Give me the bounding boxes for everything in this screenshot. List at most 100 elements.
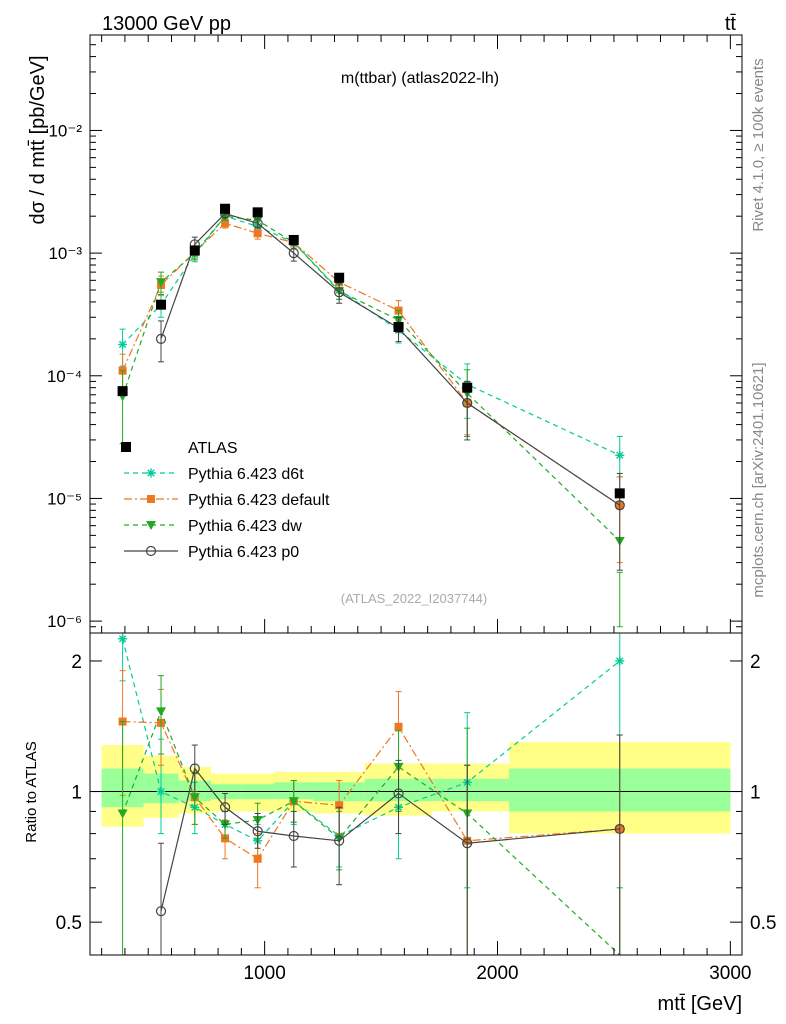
data-point [156,707,167,717]
marker-square [288,234,299,245]
data-point [393,788,404,799]
marker-square [614,488,625,499]
data-point [189,793,200,803]
marker-triangle [156,278,167,288]
legend-label: Pythia 6.423 d6t [188,466,304,483]
marker-square [393,321,404,332]
marker-stroke [157,787,165,796]
marker-stroke [147,469,155,477]
legend-marker [147,495,155,503]
data-point [462,838,473,849]
marker-square [189,245,200,256]
main-series-1 [118,218,624,564]
atlas-data-point [220,203,231,214]
legend-label: Pythia 6.423 default [188,492,330,509]
x-tick-label: 1000 [244,963,286,984]
marker-triangle [156,707,167,717]
y-tick-label: 10⁻³ [48,244,82,263]
data-point [253,854,262,863]
atlas-data-point [334,272,345,283]
atlas-data-point [462,382,473,393]
ratio-frame [89,632,743,956]
data-point [219,802,231,813]
ratio-panel: Ratio to ATLAS mtt̄ [GeV] [23,632,743,1015]
analysis-id: (ATLAS_2022_I2037744) [341,591,487,606]
legend: ATLAS Pythia 6.423 d6t Pythia 6.423 defaul… [121,440,330,561]
series-line [160,212,621,506]
data-point [155,906,167,917]
atlas-data-point [288,234,299,245]
marker-square [147,495,155,503]
data-point [252,826,263,837]
data-point [334,835,345,846]
atlas-data-point [156,299,167,310]
x-tick-label: 3000 [709,963,751,984]
marker-stroke [616,657,624,665]
ratio-y-tick-label: 1 [71,783,82,804]
atlas-data-point [117,386,128,397]
ratio-y-tick-label-right: 1 [750,783,761,804]
marker-circle [393,788,404,799]
series-line [122,222,621,506]
data-point [288,797,299,807]
series-line [122,638,621,842]
atlas-data-point [614,488,625,499]
series-line [122,215,621,456]
series-line [122,709,621,956]
x-tick-label: 2000 [476,963,518,984]
ratio-y-axis-label: Ratio to ATLAS [23,741,40,842]
ratio-band-stat [432,778,510,802]
marker-square [334,272,345,283]
data-point [118,339,128,349]
data-point [288,830,299,842]
marker-circle [614,823,625,835]
process-label: tt̄ [725,13,737,35]
marker-circle [334,835,345,846]
marker-circle [614,500,625,511]
main-panel: m(ttbar) (atlas2022-lh) (ATLAS_2022_I203… [27,34,743,634]
marker-square [221,219,230,228]
axes: 10⁻⁶ 10⁻⁵ 10⁻⁴ 10⁻³ 10⁻² 0.5 0.5 1 1 2 2 1000 2000 30… [47,34,776,984]
y-tick-label: 10⁻⁵ [47,489,82,508]
data-point [221,219,230,228]
atlas-data-point [189,245,200,256]
marker-circle [252,826,263,837]
main-y-axis-label: dσ / d mtt̄ [pb/GeV] [27,55,49,224]
marker-square [252,207,263,218]
mcplots-label: mcplots.cern.ch [arXiv:2401.10621] [750,362,767,597]
marker-square [462,382,473,393]
atlas-data [117,203,625,499]
marker-circle [334,287,345,298]
marker-square [253,229,262,238]
legend-marker [146,468,156,478]
atlas-data-point [252,207,263,218]
ratio-series-3 [155,734,625,956]
data-point [288,248,299,259]
marker-triangle [288,797,299,807]
data-point [252,218,263,229]
marker-circle [462,397,473,409]
ratio-y-tick-label-right: 0.5 [750,913,776,934]
marker-circle [189,763,200,774]
marker-circle [288,830,299,842]
series-line [122,215,621,542]
data-point [335,801,344,810]
data-point [614,500,625,511]
main-series-3 [155,208,625,571]
ratio-y-tick-label: 2 [71,652,82,673]
energy-label: 13000 GeV pp [102,13,231,35]
data-point [155,333,167,344]
data-point [615,656,625,666]
marker-circle [288,248,299,259]
marker-square [335,801,344,810]
data-point [614,823,625,835]
marker-square [253,854,262,863]
data-point [156,787,166,797]
legend-marker-atlas [121,442,131,452]
y-tick-label: 10⁻⁴ [47,367,82,386]
marker-stroke [616,451,624,459]
marker-square [121,442,131,452]
marker-square [117,386,128,397]
y-tick-label: 10⁻⁶ [47,612,82,631]
main-series-2 [117,211,625,628]
